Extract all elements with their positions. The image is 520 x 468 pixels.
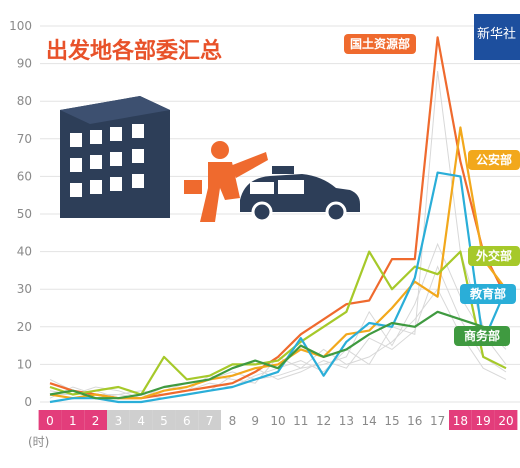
x-band bbox=[449, 410, 472, 430]
y-tick-label: 40 bbox=[17, 245, 32, 259]
x-tick-label: 4 bbox=[137, 414, 145, 428]
x-band bbox=[107, 410, 130, 430]
x-tick-label: 11 bbox=[293, 414, 308, 428]
series-tag-label: 商务部 bbox=[464, 328, 500, 343]
series-tag-label: 公安部 bbox=[476, 152, 512, 167]
x-band bbox=[175, 410, 199, 430]
watermark-text: 新华社 bbox=[477, 26, 516, 42]
x-band bbox=[61, 410, 85, 430]
series-tag-bg bbox=[454, 326, 510, 346]
y-tick-label: 10 bbox=[17, 357, 32, 371]
x-axis: 0 1 2 3 4 5 6 7 8 9 10 11 12 13 14 15 16 17 18 19 20 bbox=[38, 410, 518, 430]
illustration bbox=[60, 96, 360, 223]
y-tick-label: 70 bbox=[17, 132, 32, 146]
y-tick-label: 100 bbox=[9, 19, 32, 33]
series-tag-bg bbox=[468, 150, 520, 170]
x-tick-label: 12 bbox=[316, 414, 331, 428]
series-tag-label: 教育部 bbox=[469, 286, 506, 301]
x-band bbox=[198, 410, 221, 430]
x-tick-label: 10 bbox=[270, 414, 285, 428]
series-tag-bg bbox=[468, 246, 520, 266]
watermark: 新华社 bbox=[474, 14, 520, 60]
x-tick-label: 19 bbox=[476, 414, 491, 428]
y-tick-label: 20 bbox=[17, 320, 32, 334]
x-tick-label: 17 bbox=[430, 414, 445, 428]
series-tag-label: 国土资源部 bbox=[350, 36, 410, 51]
x-tick-label: 1 bbox=[69, 414, 77, 428]
background-line bbox=[50, 265, 507, 399]
x-band bbox=[471, 410, 495, 430]
series-line bbox=[49, 310, 507, 400]
series-line bbox=[49, 250, 507, 396]
x-band bbox=[38, 410, 62, 430]
y-tick-label: 60 bbox=[17, 169, 32, 183]
x-tick-label: 13 bbox=[339, 414, 354, 428]
x-unit-label: (时) bbox=[28, 435, 49, 449]
y-tick-label: 90 bbox=[17, 57, 32, 71]
y-tick-label: 30 bbox=[17, 282, 32, 296]
background-line bbox=[49, 288, 507, 399]
y-tick-label: 80 bbox=[17, 94, 32, 108]
series-tag-label: 外交部 bbox=[476, 248, 512, 263]
series-line bbox=[49, 126, 507, 400]
x-tick-label: 20 bbox=[498, 414, 513, 428]
chart-title: 出发地各部委汇总 bbox=[46, 38, 222, 64]
x-tick-label: 0 bbox=[46, 414, 54, 428]
x-band bbox=[494, 410, 518, 430]
x-tick-label: 14 bbox=[362, 414, 377, 428]
y-tick-label: 0 bbox=[24, 395, 32, 409]
x-tick-label: 9 bbox=[251, 414, 259, 428]
person-icon bbox=[184, 141, 268, 222]
x-tick-label: 2 bbox=[92, 414, 100, 428]
x-tick-label: 5 bbox=[160, 414, 168, 428]
taxi-icon bbox=[240, 166, 360, 223]
x-band bbox=[84, 410, 107, 430]
series-layer bbox=[49, 36, 508, 404]
series-tag-bg bbox=[460, 284, 516, 304]
x-tick-label: 6 bbox=[183, 414, 191, 428]
x-tick-label: 15 bbox=[384, 414, 399, 428]
building-roof bbox=[60, 96, 170, 124]
x-tick-label: 7 bbox=[206, 414, 214, 428]
x-tick-label: 3 bbox=[115, 414, 123, 428]
x-tick-label: 16 bbox=[407, 414, 422, 428]
y-tick-label: 50 bbox=[17, 207, 32, 221]
series-line bbox=[49, 171, 508, 404]
x-band bbox=[152, 410, 176, 430]
x-tick-label: 18 bbox=[453, 414, 468, 428]
x-tick-label: 8 bbox=[229, 414, 237, 428]
building-windows bbox=[70, 124, 144, 197]
series-tag-bg bbox=[344, 34, 416, 54]
x-band bbox=[129, 410, 153, 430]
